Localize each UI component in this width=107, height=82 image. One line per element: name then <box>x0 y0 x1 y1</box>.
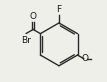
Text: O: O <box>30 12 37 21</box>
Text: F: F <box>56 5 62 14</box>
Text: Br: Br <box>21 36 31 45</box>
Text: O: O <box>82 54 89 63</box>
